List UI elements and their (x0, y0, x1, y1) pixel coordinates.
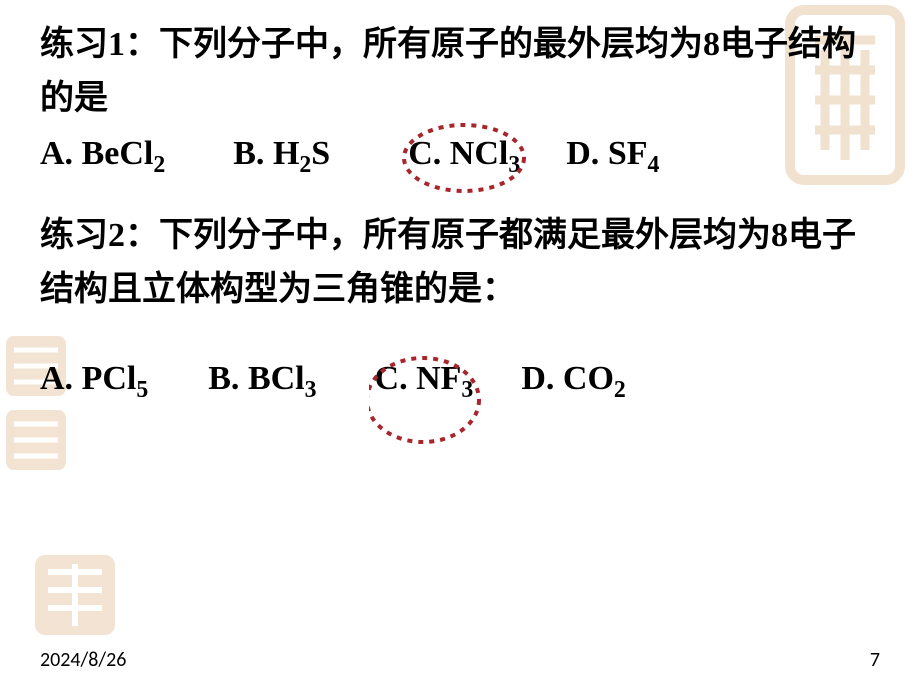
opt-label: D. (521, 360, 554, 397)
opt-formula: BCl3 (248, 360, 317, 397)
opt-label: B. (208, 360, 239, 397)
slide: 练习1：下列分子中，所有原子的最外层均为8电子结构的是 A. BeCl2 B. … (0, 0, 920, 690)
q2-option-a: A. PCl5 (40, 360, 148, 398)
footer-page: 7 (870, 648, 880, 672)
opt-formula: SF4 (608, 135, 660, 172)
opt-label: C. (408, 135, 441, 172)
opt-formula: NCl3 (450, 135, 520, 172)
q2-stem: 练习2：下列分子中，所有原子都满足最外层均为8电子结构且立体构型为三角锥的是： (40, 209, 880, 318)
q1-option-c: C. NCl3 (408, 135, 520, 173)
q2-option-b: B. BCl3 (208, 360, 316, 398)
q1-option-a: A. BeCl2 (40, 135, 165, 173)
footer: 2024/8/26 7 (40, 648, 880, 672)
opt-formula: H2S (273, 135, 330, 172)
q2-options: A. PCl5 B. BCl3 C. NF3 D. CO2 (40, 360, 880, 398)
q1-stem: 练习1：下列分子中，所有原子的最外层均为8电子结构的是 (40, 18, 880, 127)
opt-label: C. (375, 360, 408, 397)
opt-label: A. (40, 135, 73, 172)
q1-option-b: B. H2S (233, 135, 330, 173)
q1-option-d: D. SF4 (566, 135, 659, 173)
q1-options: A. BeCl2 B. H2S C. NCl3 D. SF4 (40, 135, 880, 173)
opt-label: A. (40, 360, 73, 397)
opt-formula: BeCl2 (82, 135, 166, 172)
opt-formula: CO2 (563, 360, 626, 397)
opt-label: B. (233, 135, 264, 172)
footer-date: 2024/8/26 (40, 648, 126, 672)
q2-option-d: D. CO2 (521, 360, 625, 398)
opt-formula: PCl5 (82, 360, 149, 397)
opt-formula: NF3 (416, 360, 473, 397)
opt-label: D. (566, 135, 599, 172)
q2-option-c: C. NF3 (375, 360, 474, 398)
